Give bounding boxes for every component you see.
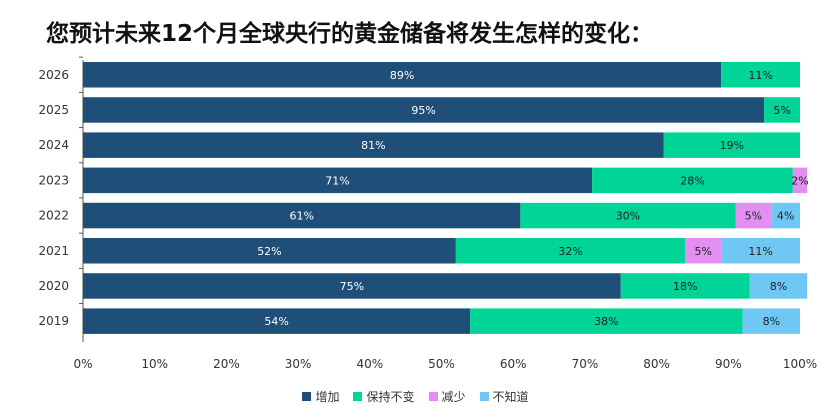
- bar-segment: [749, 273, 808, 299]
- data-label: 2%: [791, 174, 808, 187]
- x-tick-label: 30%: [285, 357, 312, 371]
- x-tick-label: 40%: [356, 357, 383, 371]
- bar-segment: [83, 202, 521, 229]
- x-tick-label: 90%: [715, 357, 742, 371]
- data-label: 38%: [594, 315, 618, 328]
- data-label: 18%: [673, 280, 697, 293]
- legend-swatch: [428, 392, 438, 401]
- x-tick-label: 100%: [783, 357, 817, 371]
- category-label: 2021: [38, 244, 69, 258]
- bar-segment: [685, 238, 722, 264]
- legend-swatch: [353, 392, 363, 401]
- bar-segment: [83, 97, 765, 123]
- data-label: 54%: [264, 315, 288, 328]
- legend-label: 减少: [441, 390, 466, 404]
- legend-label: 保持不变: [366, 390, 415, 404]
- category-label: 2020: [38, 279, 69, 293]
- data-label: 61%: [289, 210, 313, 223]
- data-label: 4%: [777, 210, 794, 223]
- data-label: 89%: [390, 69, 414, 82]
- legend-swatch: [302, 392, 312, 401]
- bar-segment: [721, 238, 800, 264]
- legend-swatch: [479, 392, 489, 401]
- bar-segment: [83, 62, 722, 88]
- chart-legend: 增加 保持不变 减少 不知道: [0, 388, 831, 405]
- data-label: 28%: [680, 174, 704, 187]
- x-tick-label: 70%: [572, 357, 599, 371]
- bar-segment: [520, 202, 736, 229]
- bar-segment: [592, 167, 793, 194]
- bar-segment: [771, 202, 800, 229]
- data-label: 11%: [748, 69, 772, 82]
- category-label: 2024: [38, 138, 69, 152]
- legend-item: 增加: [302, 388, 339, 405]
- x-tick-label: 80%: [643, 357, 670, 371]
- bar-segment: [735, 202, 772, 229]
- data-label: 75%: [340, 280, 364, 293]
- data-label: 32%: [558, 245, 582, 258]
- x-tick-label: 10%: [141, 357, 168, 371]
- bar-segment: [742, 308, 800, 334]
- legend-label: 增加: [315, 390, 340, 404]
- legend-item: 减少: [428, 388, 466, 405]
- legend-item: 不知道: [479, 388, 529, 405]
- x-tick-label: 0%: [73, 357, 92, 371]
- category-label: 2023: [38, 173, 69, 187]
- data-label: 71%: [325, 174, 349, 187]
- bar-segment: [83, 273, 621, 299]
- data-label: 52%: [257, 245, 281, 258]
- data-label: 81%: [361, 139, 385, 152]
- bar-segment: [83, 238, 456, 264]
- bar-segment: [721, 62, 800, 88]
- legend-item: 保持不变: [353, 388, 415, 405]
- data-label: 30%: [616, 210, 640, 223]
- category-label: 2026: [38, 68, 69, 82]
- bar-segment: [83, 132, 664, 158]
- category-label: 2022: [38, 209, 69, 223]
- chart-title: 您预计未来12个月全球央行的黄金储备将发生怎样的变化：: [46, 21, 654, 47]
- data-label: 11%: [748, 245, 772, 258]
- data-label: 5%: [694, 245, 711, 258]
- x-tick-label: 20%: [213, 357, 240, 371]
- bar-segment: [455, 238, 686, 264]
- data-label: 5%: [745, 210, 762, 223]
- bar-segment: [792, 167, 808, 194]
- bar-segment: [663, 132, 800, 158]
- bar-segment: [83, 308, 471, 334]
- data-label: 19%: [720, 139, 744, 152]
- legend-label: 不知道: [492, 390, 529, 404]
- data-label: 8%: [770, 280, 787, 293]
- bar-segment: [620, 273, 750, 299]
- bar-segment: [470, 308, 743, 334]
- data-label: 8%: [763, 315, 780, 328]
- bar-segment: [764, 97, 800, 123]
- category-label: 2019: [38, 314, 69, 328]
- category-label: 2025: [38, 103, 69, 117]
- x-tick-label: 60%: [500, 357, 527, 371]
- data-label: 95%: [411, 104, 435, 117]
- bar-segment: [83, 167, 593, 194]
- x-tick-label: 50%: [428, 357, 455, 371]
- data-label: 5%: [773, 104, 790, 117]
